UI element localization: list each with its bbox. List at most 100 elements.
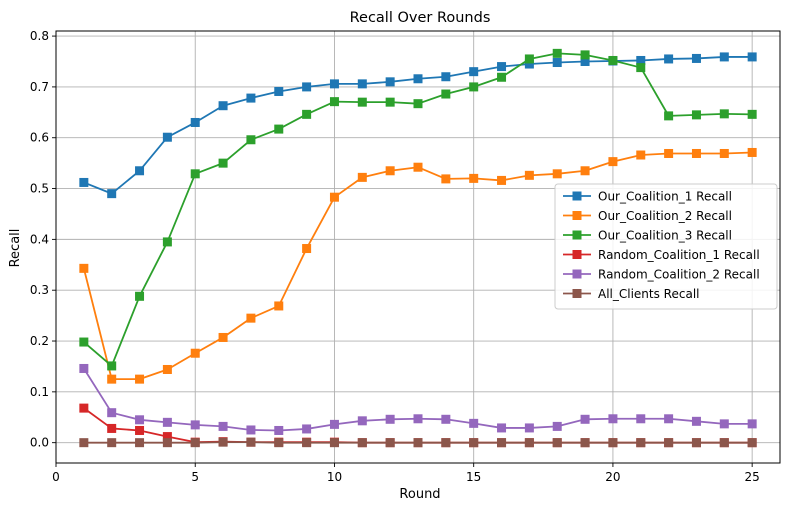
x-tick-label: 5: [191, 470, 199, 484]
data-point-marker: [329, 192, 339, 202]
y-axis-label: Recall: [8, 229, 23, 268]
data-point-marker: [357, 416, 367, 426]
legend-marker-swatch: [572, 269, 582, 279]
data-point-marker: [497, 62, 507, 72]
data-point-marker: [469, 82, 479, 92]
data-point-marker: [385, 414, 395, 424]
data-point-marker: [107, 361, 117, 371]
data-point-marker: [79, 177, 89, 187]
data-point-marker: [190, 420, 200, 430]
data-point-marker: [664, 438, 674, 448]
legend-marker-swatch: [572, 250, 582, 259]
data-point-marker: [580, 438, 590, 448]
data-point-marker: [747, 419, 757, 429]
data-point-marker: [691, 438, 701, 448]
axis-ticks: 0 5 10 15 20 25 0.0 0.1 0.2 0.3 0.4 0.5 0.6 0.7 0.8: [30, 29, 760, 484]
y-tick-label: 0.5: [30, 182, 49, 196]
series-group: [79, 437, 757, 448]
data-point-marker: [719, 419, 729, 429]
data-point-marker: [636, 150, 646, 160]
data-point-marker: [719, 438, 729, 448]
x-tick-label: 15: [466, 470, 481, 484]
data-point-marker: [497, 423, 507, 433]
y-tick-label: 0.4: [30, 232, 49, 246]
data-point-marker: [469, 418, 479, 428]
data-point-marker: [274, 86, 284, 96]
data-point-marker: [497, 438, 507, 448]
data-point-marker: [719, 148, 729, 158]
data-point-marker: [162, 432, 172, 442]
data-point-marker: [385, 166, 395, 176]
data-point-marker: [664, 414, 674, 424]
x-tick-label: 20: [605, 470, 620, 484]
legend-entry-label: Random_Coalition_1 Recall: [598, 248, 760, 262]
legend-marker-swatch: [572, 191, 582, 201]
data-point-marker: [302, 82, 312, 92]
data-point-marker: [636, 414, 646, 424]
data-point-marker: [135, 425, 145, 435]
data-point-marker: [608, 157, 618, 167]
data-point-marker: [441, 72, 451, 82]
data-point-marker: [413, 99, 423, 109]
data-point-marker: [747, 52, 757, 62]
legend-entry-label: Random_Coalition_2 Recall: [598, 268, 760, 282]
data-point-marker: [469, 67, 479, 77]
data-point-marker: [413, 74, 423, 84]
data-point-marker: [552, 48, 562, 58]
series-lines: [79, 48, 757, 448]
data-point-marker: [608, 55, 618, 65]
x-axis-label: Round: [399, 487, 440, 502]
data-point-marker: [524, 54, 534, 64]
data-point-marker: [552, 58, 562, 68]
data-point-marker: [302, 244, 312, 254]
data-point-marker: [608, 414, 618, 424]
y-tick-label: 0.8: [30, 29, 49, 43]
data-point-marker: [385, 77, 395, 87]
data-point-marker: [747, 147, 757, 157]
data-point-marker: [218, 332, 228, 342]
data-point-marker: [636, 55, 646, 65]
data-point-marker: [218, 158, 228, 168]
series-group: [79, 147, 757, 384]
data-point-marker: [302, 424, 312, 434]
data-point-marker: [302, 109, 312, 119]
data-point-marker: [190, 438, 200, 448]
data-point-marker: [246, 313, 256, 323]
data-point-marker: [107, 408, 117, 418]
data-point-marker: [79, 363, 89, 373]
data-point-marker: [246, 425, 256, 435]
data-point-marker: [524, 423, 534, 433]
data-point-marker: [552, 421, 562, 431]
legend-box: [554, 183, 778, 310]
legend-marker-swatch: [572, 211, 582, 220]
data-point-marker: [274, 124, 284, 134]
data-point-marker: [357, 97, 367, 107]
data-point-marker: [524, 170, 534, 180]
data-point-marker: [190, 348, 200, 358]
data-point-marker: [329, 438, 339, 448]
data-point-marker: [329, 79, 339, 89]
data-point-marker: [608, 438, 618, 448]
data-point-marker: [664, 148, 674, 158]
y-tick-label: 0.0: [30, 436, 49, 450]
data-point-marker: [246, 135, 256, 145]
data-point-marker: [691, 53, 701, 63]
y-tick-label: 0.2: [30, 334, 49, 348]
data-point-marker: [691, 416, 701, 426]
data-point-marker: [107, 189, 117, 199]
data-point-marker: [524, 59, 534, 69]
legend-marker-swatch: [572, 289, 582, 298]
data-point-marker: [79, 337, 89, 347]
data-point-marker: [162, 438, 172, 448]
data-point-marker: [552, 438, 562, 448]
data-point-marker: [162, 237, 172, 247]
y-tick-label: 0.7: [30, 80, 49, 94]
data-point-marker: [135, 374, 145, 384]
data-point-marker: [218, 421, 228, 431]
data-point-marker: [691, 110, 701, 120]
data-point-marker: [385, 97, 395, 107]
data-point-marker: [329, 97, 339, 107]
data-point-marker: [357, 438, 367, 448]
data-point-marker: [441, 89, 451, 99]
data-point-marker: [664, 54, 674, 64]
